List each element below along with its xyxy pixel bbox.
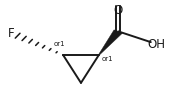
Text: or1: or1: [53, 41, 65, 47]
Polygon shape: [98, 30, 123, 55]
Text: F: F: [8, 27, 14, 40]
Text: OH: OH: [148, 38, 166, 51]
Text: O: O: [114, 4, 123, 16]
Text: or1: or1: [102, 56, 114, 62]
